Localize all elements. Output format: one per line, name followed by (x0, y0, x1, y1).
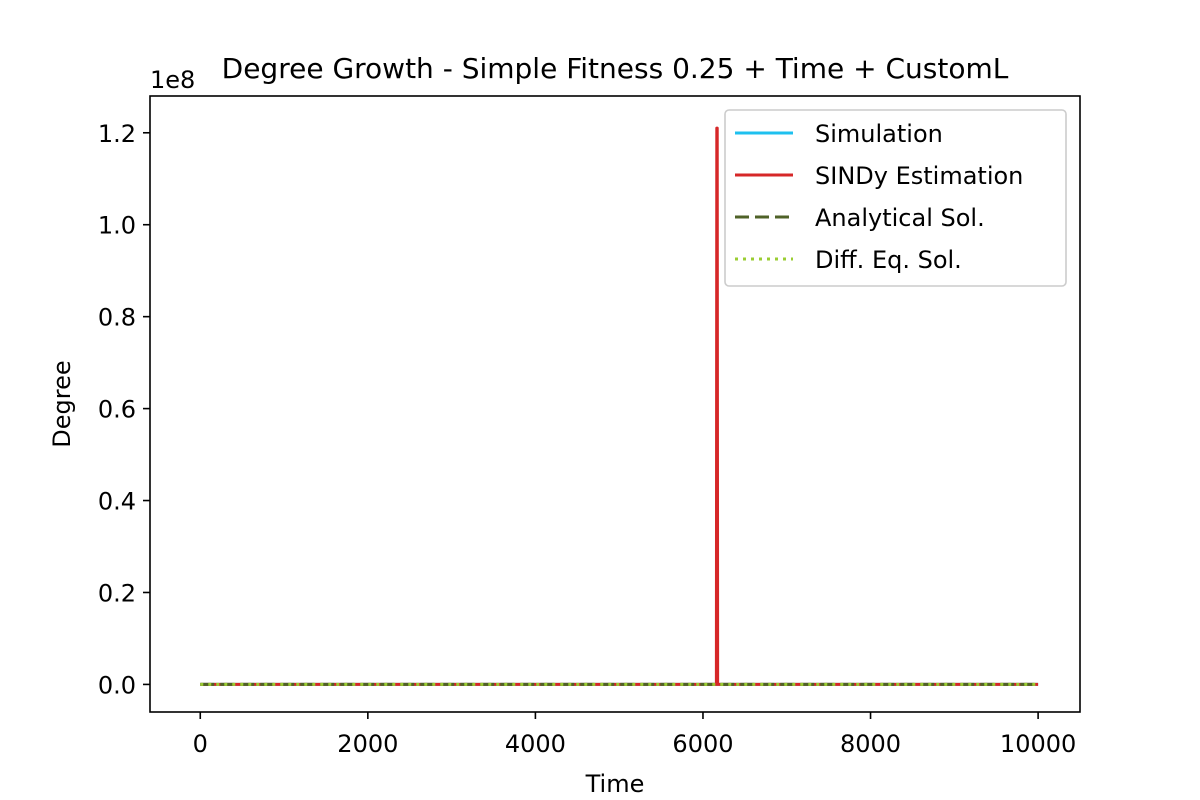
x-axis-label: Time (585, 770, 645, 798)
x-tick-label: 2000 (337, 730, 398, 758)
legend-label: Diff. Eq. Sol. (815, 246, 962, 274)
y-tick-label: 0.4 (98, 488, 136, 516)
x-tick-label: 6000 (672, 730, 733, 758)
axes-frame (149, 95, 1081, 713)
y-offset-label: 1e8 (150, 66, 195, 94)
plot-area (200, 126, 1039, 686)
y-tick-label: 0.0 (98, 671, 136, 699)
y-tick-label: 1.2 (98, 120, 136, 148)
y-tick-label: 1.0 (98, 212, 136, 240)
legend-label: SINDy Estimation (815, 162, 1023, 190)
y-axis: 0.0 0.2 0.4 0.6 0.8 1.0 1.2 (98, 120, 150, 699)
y-tick-label: 0.8 (98, 304, 136, 332)
x-tick-label: 10000 (1000, 730, 1076, 758)
y-tick-label: 0.6 (98, 396, 136, 424)
x-axis: 0 2000 4000 6000 8000 10000 (193, 712, 1076, 758)
x-tick-label: 8000 (840, 730, 901, 758)
legend: Simulation SINDy Estimation Analytical Sol… (724, 109, 1067, 287)
x-tick-label: 0 (193, 730, 208, 758)
y-tick-label: 0.2 (98, 579, 136, 607)
legend-label: Simulation (815, 120, 943, 148)
legend-box (724, 109, 1067, 287)
legend-label: Analytical Sol. (815, 204, 985, 232)
chart-title: Degree Growth - Simple Fitness 0.25 + Ti… (222, 52, 1009, 85)
x-tick-label: 4000 (505, 730, 566, 758)
y-axis-label: Degree (48, 360, 76, 447)
